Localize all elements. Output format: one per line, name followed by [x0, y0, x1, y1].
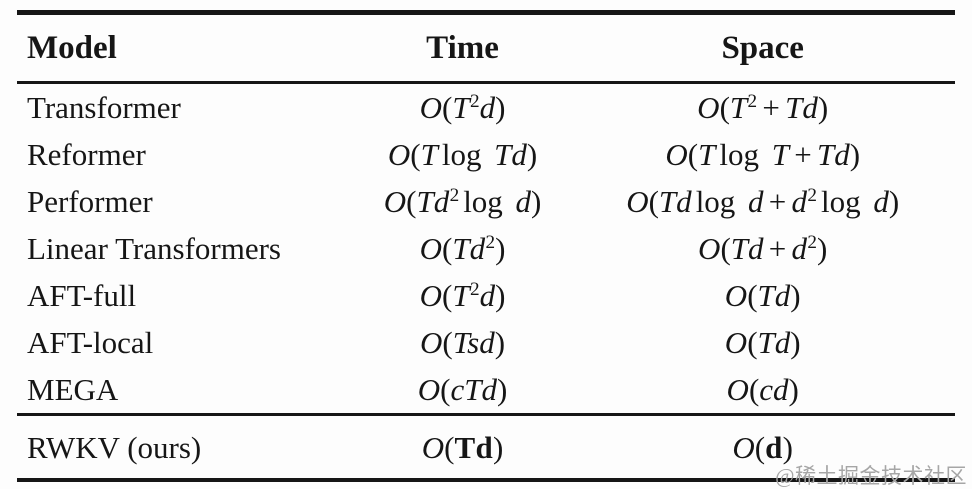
model-cell: RWKV (ours) — [27, 429, 202, 465]
space-cell: O(cd) — [726, 372, 799, 407]
time-cell: O(T2d) — [419, 278, 506, 313]
model-cell: AFT-local — [27, 325, 154, 360]
complexity-table: Model Time Space Transformer O(T2d) O(T2 + T… — [17, 10, 955, 482]
column-header-space: Space — [721, 29, 804, 66]
table-row: MEGA O(cTd) O(cd) — [17, 366, 955, 415]
table-row: Reformer O(T log Td) O(T log T + Td) — [17, 131, 955, 178]
model-cell: Transformer — [27, 90, 181, 125]
table-row: AFT-full O(T2d) O(Td) — [17, 272, 955, 319]
column-header-model: Model — [27, 29, 117, 66]
model-cell: MEGA — [27, 372, 119, 407]
time-cell: O(T2d) — [419, 90, 506, 125]
space-cell: O(T2 + Td) — [697, 90, 829, 125]
table-row: Performer O(Td2 log d) O(Td log d + d2 log d) — [17, 178, 955, 225]
time-cell: O(Td2 log d) — [383, 184, 542, 219]
table-row: AFT-local O(Tsd) O(Td) — [17, 319, 955, 366]
time-cell: O(Tsd) — [420, 325, 506, 360]
space-cell: O(Td) — [724, 325, 801, 360]
time-cell: O(cTd) — [417, 372, 508, 407]
time-cell: O(Td) — [421, 429, 504, 465]
table-header: Model Time Space — [17, 13, 955, 83]
model-cell: Performer — [27, 184, 153, 219]
model-cell: Linear Transformers — [27, 231, 281, 266]
table-row: Transformer O(T2d) O(T2 + Td) — [17, 83, 955, 132]
table-footer-section: RWKV (ours) O(Td) O(d) — [17, 414, 955, 481]
model-cell: AFT-full — [27, 278, 137, 313]
column-header-time: Time — [426, 29, 499, 66]
space-cell: O(Td) — [724, 278, 801, 313]
table-row: Linear Transformers O(Td2) O(Td + d2) — [17, 225, 955, 272]
table-body: Transformer O(T2d) O(T2 + Td) Reformer O(T log … — [17, 83, 955, 415]
space-cell: O(T log T + Td) — [665, 137, 861, 172]
model-cell: Reformer — [27, 137, 146, 172]
space-cell: O(Td log d + d2 log d) — [626, 184, 900, 219]
time-cell: O(T log Td) — [387, 137, 538, 172]
highlight-row: RWKV (ours) O(Td) O(d) — [17, 415, 955, 481]
header-row: Model Time Space — [17, 13, 955, 83]
time-cell: O(Td2) — [419, 231, 506, 266]
space-cell: O(d) — [732, 429, 793, 465]
space-cell: O(Td + d2) — [698, 231, 828, 266]
